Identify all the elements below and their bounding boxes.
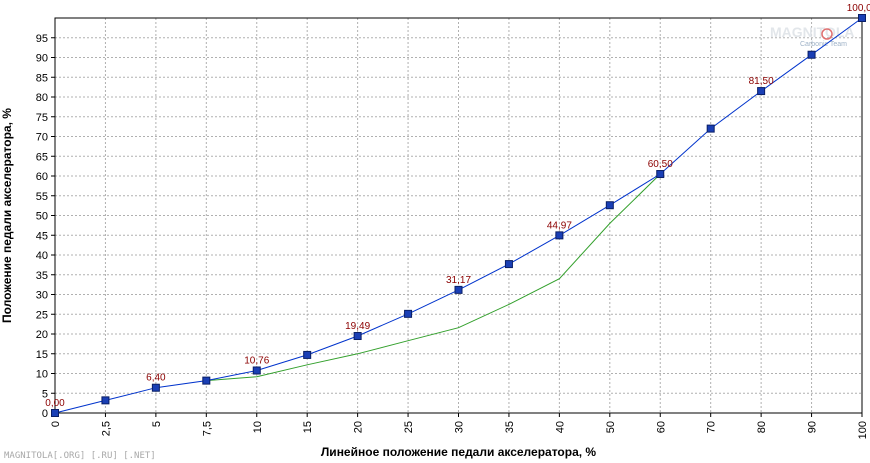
x-tick-label: 60 [655, 421, 667, 433]
data-point-marker [757, 87, 766, 96]
series-layer [51, 14, 866, 417]
series-line-2 [206, 173, 661, 382]
data-point-marker [404, 309, 413, 318]
x-tick-label: 35 [504, 421, 516, 433]
y-tick-label: 80 [36, 92, 48, 104]
y-tick-label: 20 [36, 329, 48, 341]
y-tick-label: 0 [42, 408, 48, 420]
y-tick-label: 85 [36, 72, 48, 84]
x-tick-label: 7,5 [201, 421, 213, 436]
watermark-logo: MAGNITOLA Carbonic Team [770, 24, 855, 48]
watermark-brand: MAGNITOLA [770, 24, 855, 40]
y-tick-label: 90 [36, 53, 48, 65]
x-axis-ticks: 0 2,5 5 7,5 10 15 20 25 30 35 40 50 60 70 80 90 100 [50, 413, 869, 439]
data-point-marker [151, 383, 160, 392]
data-point-marker [656, 170, 665, 179]
data-point-marker [858, 14, 866, 22]
data-label: 81,50 [749, 76, 774, 87]
x-axis-title: Линейное положение педали акселератора, … [321, 445, 597, 459]
data-label: 10,76 [244, 355, 269, 366]
y-tick-label: 70 [36, 132, 48, 144]
x-tick-label: 15 [302, 421, 314, 433]
x-tick-label: 70 [706, 421, 718, 433]
data-point-marker [101, 396, 110, 405]
data-labels: 0,00 6,40 10,76 19,49 31,17 44,97 60,50 81,50 10… [45, 3, 870, 409]
y-tick-label: 10 [36, 369, 48, 381]
y-tick-label: 65 [36, 151, 48, 163]
y-axis-ticks: 0 5 10 15 20 25 30 35 40 45 50 55 60 65 70 75 80 85 90 95 [36, 33, 55, 420]
y-tick-label: 35 [36, 270, 48, 282]
x-tick-label: 10 [252, 421, 264, 433]
y-tick-label: 5 [42, 388, 48, 400]
data-point-marker [555, 231, 564, 240]
data-point-marker [454, 285, 463, 294]
data-label: 44,97 [547, 220, 572, 231]
data-point-marker [51, 409, 59, 417]
x-tick-label: 80 [756, 421, 768, 433]
y-tick-label: 25 [36, 309, 48, 321]
y-tick-label: 50 [36, 211, 48, 223]
x-tick-label: 90 [807, 421, 819, 433]
x-tick-label: 50 [605, 421, 617, 433]
x-tick-label: 5 [151, 421, 163, 427]
data-point-marker [303, 350, 312, 359]
y-tick-label: 15 [36, 349, 48, 361]
data-point-marker [706, 124, 715, 133]
y-tick-label: 75 [36, 112, 48, 124]
x-tick-label: 30 [454, 421, 466, 433]
y-axis-title: Положение педали акселератора, % [0, 108, 14, 323]
data-point-marker [504, 260, 513, 269]
watermark-circle [821, 28, 833, 40]
data-label: 60,50 [648, 159, 673, 170]
x-tick-label: 2,5 [100, 421, 112, 436]
data-point-marker [807, 50, 816, 59]
x-tick-label: 100 [857, 421, 869, 439]
y-tick-label: 95 [36, 33, 48, 45]
y-tick-label: 60 [36, 171, 48, 183]
data-label: 31,17 [446, 275, 471, 286]
data-label: 0,00 [45, 398, 65, 409]
data-label: 6,40 [146, 373, 166, 384]
data-point-marker [353, 332, 362, 341]
x-tick-label: 25 [403, 421, 415, 433]
watermark-team: Carbonic Team [800, 41, 847, 48]
grid-lines [55, 18, 862, 413]
data-point-marker [605, 201, 614, 210]
footer-text: MAGNITOLA[.ORG] [.RU] [.NET] [4, 451, 156, 461]
y-tick-label: 30 [36, 290, 48, 302]
y-tick-label: 55 [36, 191, 48, 203]
data-point-marker [252, 366, 261, 375]
data-label: 19,49 [345, 321, 370, 332]
y-tick-label: 40 [36, 250, 48, 262]
x-tick-label: 40 [554, 421, 566, 433]
x-tick-label: 0 [50, 421, 62, 427]
y-tick-label: 45 [36, 230, 48, 242]
x-tick-label: 20 [353, 421, 365, 433]
data-point-marker [202, 376, 211, 385]
data-label: 100,00 [847, 3, 870, 14]
